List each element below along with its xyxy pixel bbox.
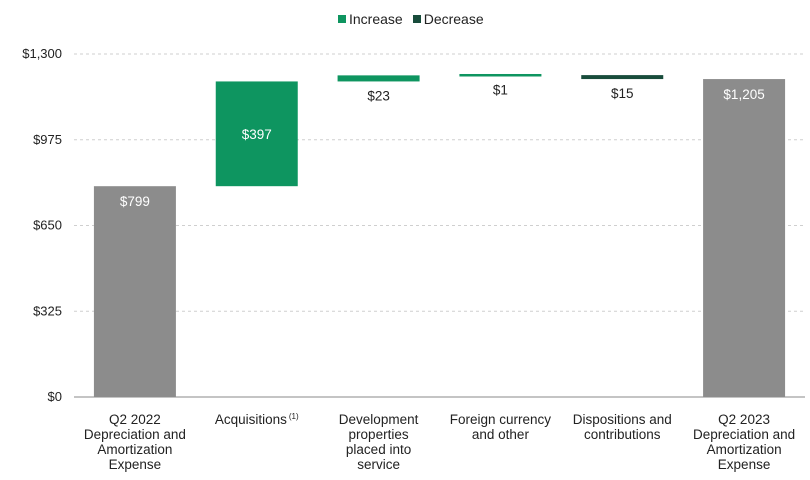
bar-value-label: $1,205 [723,87,764,102]
y-tick-label: $975 [33,132,62,147]
y-tick-label: $650 [33,218,62,233]
bar-increase [337,75,420,82]
x-category-label: Depreciation and [84,427,186,442]
x-category-label: and other [472,427,530,442]
bar-increase [215,81,298,187]
x-category-label: contributions [584,427,661,442]
bar-value-label: $799 [120,194,150,209]
bar-decrease [581,75,664,80]
x-category-label: Acquisitions (1) [215,412,299,427]
bar-total [703,79,786,398]
bar-value-label: $15 [611,86,634,101]
legend-item-decrease: Decrease [412,11,484,27]
x-category-label: Q2 2022 [109,412,161,427]
x-category-label: Amortization [707,442,782,457]
x-category-label: Q2 2023 [718,412,770,427]
y-tick-label: $0 [48,389,62,404]
increase-swatch-icon [338,15,346,23]
legend-label-decrease: Decrease [423,11,484,27]
footnote-marker: (1) [289,412,299,421]
bar-value-label: $397 [242,127,272,142]
x-category-label: Development [339,412,419,427]
x-category-label: placed into [346,442,411,457]
decrease-swatch-icon [412,15,421,23]
x-category-label: Dispositions and [573,412,672,427]
legend-label-increase: Increase [349,11,403,27]
chart-legend: Increase Decrease [338,11,484,27]
x-category-label: Expense [109,457,162,472]
y-tick-label: $325 [33,303,62,318]
bar-value-label: $23 [367,88,390,103]
legend-item-increase: Increase [338,11,403,27]
x-category-label: Foreign currency [450,412,552,427]
x-category-label: Amortization [97,442,172,457]
bar-increase [459,73,542,77]
bar-value-label: $1 [493,82,508,97]
bar-total [93,186,176,397]
x-category-label: properties [349,427,409,442]
x-category-label: service [357,457,400,472]
x-category-label: Expense [718,457,771,472]
y-tick-label: $1,300 [22,46,62,61]
x-category-label: Depreciation and [693,427,795,442]
